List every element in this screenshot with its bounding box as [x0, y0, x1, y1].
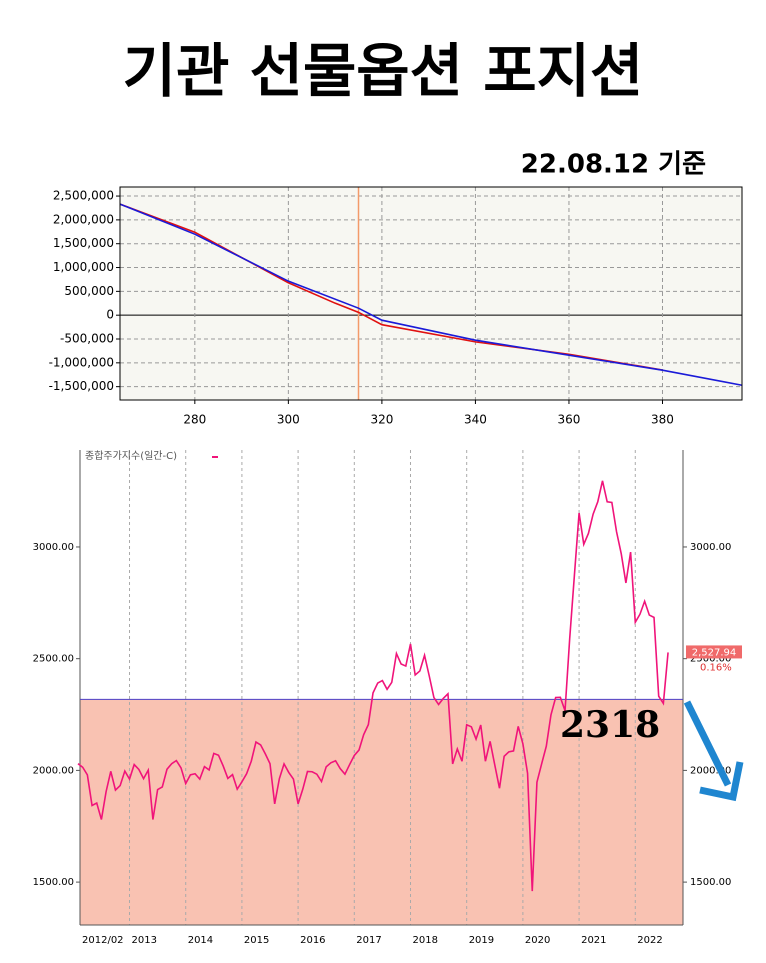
hline-label: 2318 — [560, 704, 660, 746]
x-tick-label: 2016 — [300, 935, 325, 946]
x-tick-label: 280 — [183, 413, 206, 427]
x-tick-label: 300 — [277, 413, 300, 427]
y-tick-label: 1,000,000 — [53, 260, 114, 274]
y2-tick-label: 2500.00 — [690, 654, 731, 665]
x-tick-label: 2014 — [188, 935, 213, 946]
y-tick-label: 2500.00 — [33, 654, 74, 665]
last-value-label: 2,527.94 — [692, 647, 737, 658]
x-tick-label: 380 — [651, 413, 674, 427]
y-tick-label: -1,000,000 — [49, 355, 114, 369]
series-line — [77, 480, 669, 892]
x-tick-label: 360 — [558, 413, 581, 427]
y-tick-label: -1,500,000 — [49, 379, 114, 393]
y-tick-label: 3000.00 — [33, 542, 74, 553]
y-tick-label: 1500.00 — [33, 877, 74, 888]
x-tick-label: 2015 — [244, 935, 269, 946]
x-tick-label: 2017 — [356, 935, 381, 946]
legend-label: 종합주가지수(일간-C) — [85, 450, 177, 462]
y-tick-label: 1,500,000 — [53, 236, 114, 250]
plot-frame — [119, 186, 743, 401]
last-value-box — [686, 645, 742, 659]
x-tick-label: 2019 — [469, 935, 494, 946]
y2-tick-label: 1500.00 — [690, 877, 731, 888]
y2-tick-label: 2000.00 — [690, 765, 731, 776]
y-tick-label: 2,500,000 — [53, 189, 114, 203]
arrow-head — [699, 761, 744, 802]
x-tick-label: 320 — [370, 413, 393, 427]
x-tick-label: 340 — [464, 413, 487, 427]
x-tick-label: 2013 — [132, 935, 157, 946]
change-label: 0.16% — [700, 662, 732, 673]
x-tick-label: 2020 — [525, 935, 550, 946]
y2-tick-label: 3000.00 — [690, 542, 731, 553]
subtitle: 22.08.12 기준 — [521, 150, 706, 180]
y-tick-label: 2,000,000 — [53, 212, 114, 226]
series-line — [119, 203, 743, 387]
x-tick-label: 2012/02 — [82, 935, 124, 946]
x-tick-label: 2018 — [412, 935, 437, 946]
y-tick-label: 500,000 — [64, 284, 114, 298]
x-tick-label: 2022 — [637, 935, 662, 946]
arrow — [683, 700, 732, 787]
y-tick-label: 0 — [106, 308, 114, 322]
y-tick-label: 2000.00 — [33, 765, 74, 776]
chart-title: 기관 선물옵션 포지션 — [123, 37, 644, 105]
y-tick-label: -500,000 — [60, 332, 114, 346]
plot-area — [120, 187, 742, 400]
shade — [80, 699, 683, 925]
x-tick-label: 2021 — [581, 935, 606, 946]
